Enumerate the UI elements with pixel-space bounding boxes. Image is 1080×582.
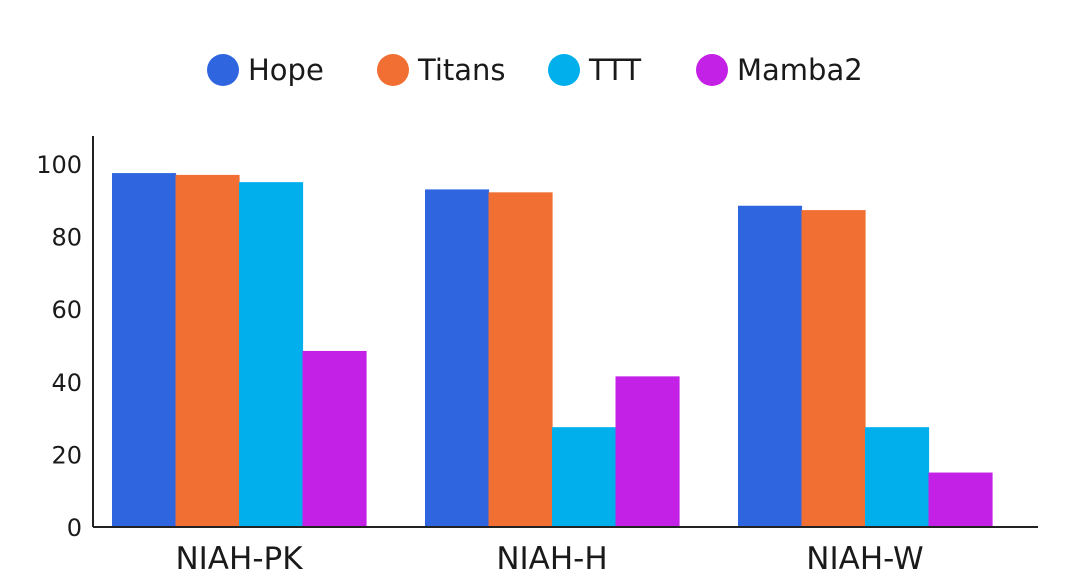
bar-hope-niah-pk bbox=[112, 173, 177, 527]
bar-group-niah-pk bbox=[112, 173, 367, 527]
bar-titans-niah-w bbox=[801, 210, 866, 527]
legend-label: TTT bbox=[588, 53, 641, 87]
y-tick-label: 0 bbox=[67, 514, 82, 542]
legend-label: Hope bbox=[248, 53, 324, 87]
bar-hope-niah-h bbox=[425, 189, 490, 527]
x-axis: NIAH-PK NIAH-H NIAH-W bbox=[93, 526, 1038, 577]
legend-label: Mamba2 bbox=[737, 53, 863, 87]
y-tick-label: 40 bbox=[51, 369, 82, 397]
legend-swatch bbox=[377, 54, 409, 86]
bar-mamba2-niah-w bbox=[928, 472, 993, 527]
bar-group-niah-h bbox=[425, 189, 680, 527]
bar-hope-niah-w bbox=[738, 205, 803, 527]
y-axis: 0 20 40 60 80 100 bbox=[36, 136, 94, 542]
x-category-label: NIAH-PK bbox=[175, 541, 303, 577]
legend: Hope Titans TTT Mamba2 bbox=[207, 53, 863, 87]
legend-item-mamba2: Mamba2 bbox=[696, 53, 863, 87]
legend-item-ttt: TTT bbox=[548, 53, 641, 87]
bar-group-niah-w bbox=[738, 205, 993, 527]
bars bbox=[112, 173, 993, 527]
y-tick-label: 100 bbox=[36, 151, 82, 179]
bar-ttt-niah-pk bbox=[239, 182, 304, 527]
x-category-label: NIAH-H bbox=[496, 541, 607, 577]
bar-ttt-niah-h bbox=[552, 427, 617, 527]
legend-swatch bbox=[696, 54, 728, 86]
y-tick-label: 80 bbox=[51, 224, 82, 252]
y-tick-label: 60 bbox=[51, 296, 82, 324]
bar-titans-niah-pk bbox=[175, 174, 240, 527]
bar-ttt-niah-w bbox=[865, 427, 930, 527]
bar-mamba2-niah-h bbox=[615, 376, 680, 527]
bar-titans-niah-h bbox=[488, 192, 553, 527]
y-tick-label: 20 bbox=[51, 441, 82, 469]
bar-mamba2-niah-pk bbox=[302, 350, 367, 527]
legend-swatch bbox=[207, 54, 239, 86]
legend-item-hope: Hope bbox=[207, 53, 324, 87]
legend-label: Titans bbox=[417, 53, 506, 87]
legend-swatch bbox=[548, 54, 580, 86]
legend-item-titans: Titans bbox=[377, 53, 506, 87]
x-category-label: NIAH-W bbox=[806, 541, 923, 577]
